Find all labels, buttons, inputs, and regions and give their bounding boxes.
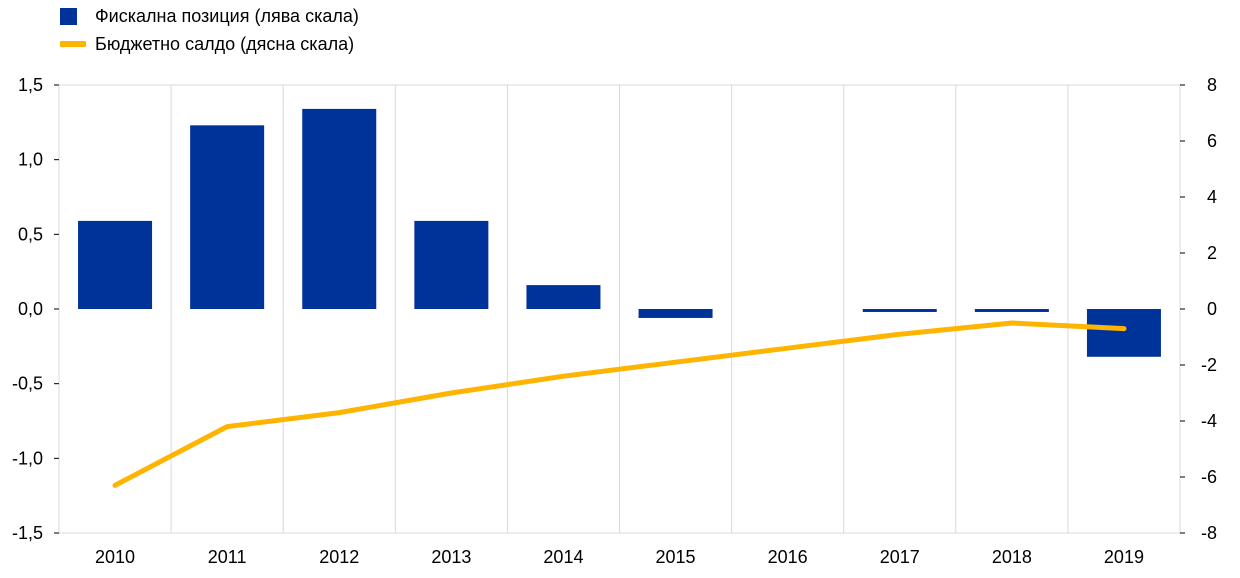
- right-tick-label: 4: [1207, 187, 1217, 207]
- legend-item-budget-balance: Бюджетно салдо (дясна скала): [60, 30, 359, 58]
- left-tick-label: 1,5: [18, 75, 43, 95]
- left-tick-label: 0,5: [18, 224, 43, 244]
- legend: Фискална позиция (лява скала) Бюджетно с…: [60, 2, 359, 58]
- x-tick-label-2019: 2019: [1104, 547, 1144, 567]
- bar-2011: [190, 125, 265, 309]
- left-tick-label: 0,0: [18, 299, 43, 319]
- legend-label-fiscal-stance: Фискална позиция (лява скала): [95, 5, 359, 26]
- legend-swatch-line: [60, 41, 86, 47]
- right-tick-label: 8: [1207, 75, 1217, 95]
- bar-2012: [302, 108, 377, 309]
- x-tick-label-2013: 2013: [431, 547, 471, 567]
- x-tick-label-2012: 2012: [319, 547, 359, 567]
- right-tick-label: 0: [1207, 299, 1217, 319]
- x-tick-label-2010: 2010: [95, 547, 135, 567]
- legend-label-budget-balance: Бюджетно салдо (дясна скала): [95, 33, 355, 54]
- x-tick-label-2016: 2016: [768, 547, 808, 567]
- tick-labels: 1,5 1,0 0,5 0,0 -0,5 -1,0 -1,5 8 6 4 2 0 -2 -4 -6 -8 201…: [12, 75, 1217, 567]
- right-tick-label: -4: [1201, 411, 1217, 431]
- right-tick-label: -2: [1201, 355, 1217, 375]
- bar-2015: [638, 309, 713, 318]
- axes: [54, 84, 1185, 534]
- bar-2017: [862, 309, 937, 312]
- x-tick-label-2011: 2011: [208, 547, 247, 567]
- bar-2014: [526, 285, 601, 309]
- x-tick-label-2014: 2014: [543, 547, 583, 567]
- x-tick-label-2015: 2015: [656, 547, 696, 567]
- line-series: [112, 320, 1127, 488]
- line-budget-balance: [112, 320, 1127, 488]
- x-tick-label-2018: 2018: [992, 547, 1032, 567]
- right-tick-label: 6: [1207, 131, 1217, 151]
- bar-2013: [414, 220, 489, 309]
- bar-2019: [1086, 309, 1161, 357]
- legend-item-fiscal-stance: Фискална позиция (лява скала): [60, 2, 359, 30]
- left-tick-label: -0,5: [12, 374, 43, 394]
- left-tick-label: 1,0: [18, 150, 43, 170]
- right-tick-label: -8: [1201, 523, 1217, 543]
- right-tick-label: -6: [1201, 467, 1217, 487]
- bar-series: [78, 108, 1161, 357]
- right-tick-label: 2: [1207, 243, 1217, 263]
- left-tick-label: -1,0: [12, 448, 43, 468]
- x-tick-label-2017: 2017: [880, 547, 920, 567]
- left-tick-label: -1,5: [12, 523, 43, 543]
- bar-2018: [974, 309, 1049, 312]
- legend-swatch-bar: [60, 7, 77, 25]
- grid: [58, 84, 1181, 534]
- bar-2010: [78, 220, 153, 309]
